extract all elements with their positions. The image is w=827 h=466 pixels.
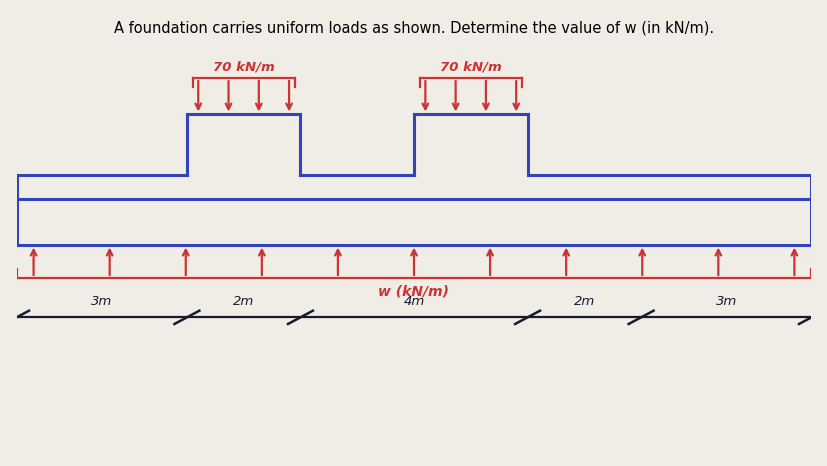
Text: A foundation carries uniform loads as shown. Determine the value of w (in kN/m).: A foundation carries uniform loads as sh… — [114, 21, 713, 36]
Text: 4m: 4m — [403, 295, 424, 308]
Text: 70 kN/m: 70 kN/m — [439, 61, 501, 74]
Text: 70 kN/m: 70 kN/m — [213, 61, 275, 74]
Text: 3m: 3m — [715, 295, 736, 308]
Text: 2m: 2m — [232, 295, 254, 308]
Text: 2m: 2m — [573, 295, 595, 308]
Text: w (kN/m): w (kN/m) — [378, 284, 449, 298]
Text: 3m: 3m — [91, 295, 112, 308]
